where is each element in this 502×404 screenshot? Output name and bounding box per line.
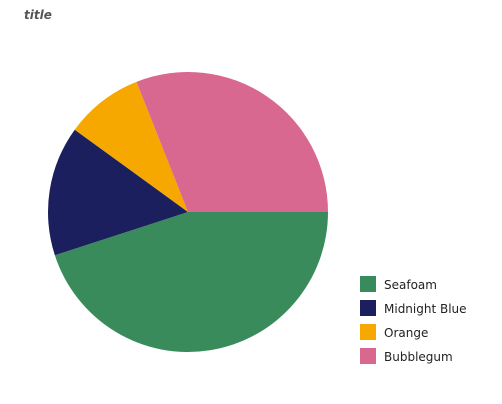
legend-swatch-orange	[360, 324, 376, 340]
legend-label-seafoam: Seafoam	[384, 278, 437, 292]
legend-label-orange: Orange	[384, 326, 428, 340]
legend-swatch-seafoam	[360, 276, 376, 292]
legend-label-bubblegum: Bubblegum	[384, 350, 453, 364]
legend-swatch-bubblegum	[360, 348, 376, 364]
chart-title: title	[24, 8, 52, 22]
legend: Seafoam Midnight Blue Orange Bubblegum	[360, 276, 467, 364]
pie-slice-bubblegum	[136, 71, 328, 212]
pie-slice-midnight-blue	[47, 129, 188, 256]
pie-slices	[47, 71, 328, 353]
pie-slice-seafoam	[54, 212, 328, 353]
legend-label-midnight-blue: Midnight Blue	[384, 302, 467, 316]
pie-slice-orange	[74, 81, 188, 212]
legend-swatch-midnight-blue	[360, 300, 376, 316]
